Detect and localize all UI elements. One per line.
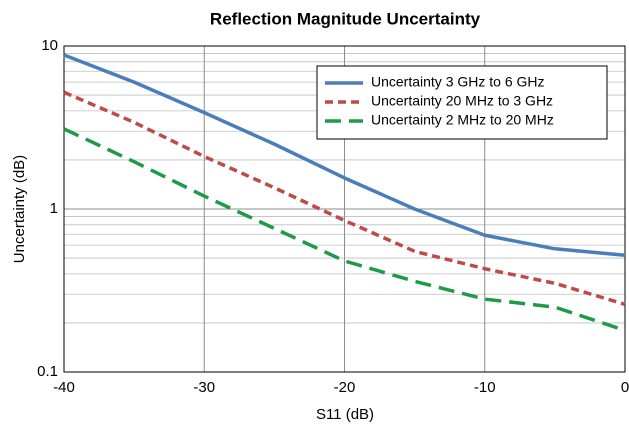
legend-label: Uncertainty 2 MHz to 20 MHz — [371, 112, 554, 128]
y-tick-label: 0.1 — [37, 363, 58, 380]
x-tick-label: -10 — [474, 379, 496, 396]
y-tick-label: 1 — [50, 200, 58, 217]
y-tick-label: 10 — [41, 37, 58, 54]
x-tick-label: 0 — [621, 379, 629, 396]
legend-label: Uncertainty 3 GHz to 6 GHz — [371, 74, 545, 90]
x-tick-label: -30 — [193, 379, 215, 396]
series-line — [63, 53, 626, 258]
legend-label: Uncertainty 20 MHz to 3 GHz — [371, 93, 553, 109]
legend-box — [316, 65, 608, 140]
x-axis-label: S11 (dB) — [316, 406, 374, 423]
chart-title: Reflection Magnitude Uncertainty — [210, 9, 481, 28]
x-tick-label: -40 — [53, 379, 75, 396]
y-axis-label: Uncertainty (dB) — [11, 155, 28, 263]
x-tick-label: -20 — [334, 379, 356, 396]
series-line — [63, 127, 626, 333]
plot-frame — [63, 45, 626, 373]
